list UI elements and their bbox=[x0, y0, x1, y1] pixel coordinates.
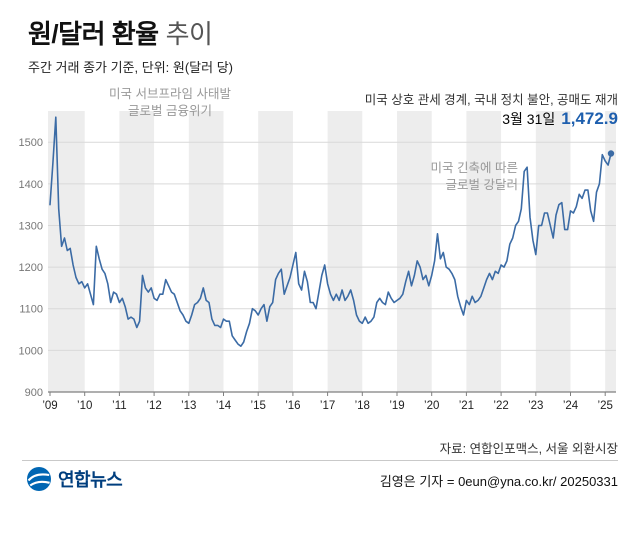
annotation-tightening: 미국 긴축에 따른 글로벌 강달러 bbox=[431, 160, 518, 193]
reporter-credit: 김영은 기자 = 0eun@yna.co.kr/ 20250331 bbox=[379, 474, 618, 489]
svg-text:’16: ’16 bbox=[285, 400, 300, 412]
title-sub: 추이 bbox=[165, 19, 213, 49]
svg-text:1000: 1000 bbox=[19, 345, 43, 357]
logo-text: 연합뉴스 bbox=[58, 470, 123, 490]
svg-text:1500: 1500 bbox=[19, 137, 43, 149]
svg-text:’21: ’21 bbox=[459, 400, 474, 412]
footer-divider bbox=[22, 460, 618, 461]
svg-text:’18: ’18 bbox=[355, 400, 370, 412]
svg-text:’12: ’12 bbox=[146, 400, 161, 412]
svg-text:’11: ’11 bbox=[112, 400, 127, 412]
svg-text:’20: ’20 bbox=[424, 400, 439, 412]
svg-text:1100: 1100 bbox=[19, 304, 43, 316]
svg-text:’17: ’17 bbox=[320, 400, 335, 412]
title-main: 원/달러 환율 bbox=[28, 19, 159, 49]
latest-date-label: 3월 31일 bbox=[502, 111, 556, 127]
svg-text:’23: ’23 bbox=[528, 400, 543, 412]
annotation-subprime-crisis: 미국 서브프라임 사태발 글로벌 금융위기 bbox=[70, 86, 270, 119]
chart-subtitle: 주간 거래 종가 기준, 단위: 원(달러 당) bbox=[28, 60, 233, 75]
svg-text:’13: ’13 bbox=[181, 400, 196, 412]
svg-text:’19: ’19 bbox=[389, 400, 404, 412]
svg-text:’09: ’09 bbox=[42, 400, 57, 412]
yonhap-logo-icon bbox=[27, 467, 51, 491]
annotation-tightening-line1: 미국 긴축에 따른 bbox=[430, 161, 518, 175]
annotation-current-event: 미국 상호 관세 경계, 국내 정치 불안, 공매도 재개 bbox=[364, 93, 618, 107]
annotation-subprime-line1: 미국 서브프라임 사태발 bbox=[109, 87, 231, 101]
rate-value: 1,472.9 bbox=[561, 109, 618, 128]
source-line: 자료: 연합인포맥스, 서울 외환시장 bbox=[439, 442, 618, 456]
svg-text:1400: 1400 bbox=[19, 179, 43, 191]
svg-text:’14: ’14 bbox=[216, 400, 232, 412]
svg-text:1300: 1300 bbox=[19, 220, 43, 232]
svg-text:1200: 1200 bbox=[19, 262, 43, 274]
annotation-subprime-line2: 글로벌 금융위기 bbox=[128, 103, 212, 118]
annotation-latest-value: 3월 31일 1,472.9 bbox=[502, 108, 618, 130]
yonhap-logo: 연합뉴스 bbox=[26, 466, 123, 492]
annotation-tightening-line2: 글로벌 강달러 bbox=[445, 177, 518, 192]
svg-text:900: 900 bbox=[25, 387, 43, 399]
svg-text:’15: ’15 bbox=[251, 400, 266, 412]
svg-text:’22: ’22 bbox=[493, 400, 508, 412]
svg-text:’10: ’10 bbox=[77, 400, 92, 412]
svg-text:’24: ’24 bbox=[563, 400, 579, 412]
svg-text:’25: ’25 bbox=[598, 400, 613, 412]
page-title: 원/달러 환율 추이 bbox=[28, 14, 213, 51]
